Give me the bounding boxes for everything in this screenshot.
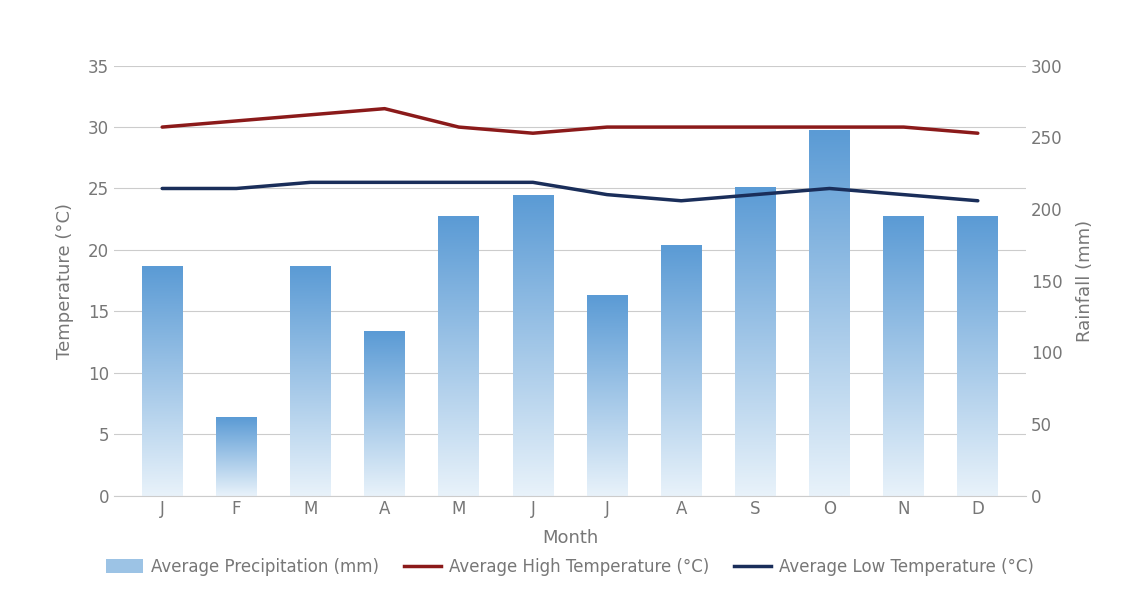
- Legend: Average Precipitation (mm), Average High Temperature (°C), Average Low Temperatu: Average Precipitation (mm), Average High…: [99, 552, 1041, 583]
- Y-axis label: Temperature (°C): Temperature (°C): [56, 202, 74, 359]
- Y-axis label: Rainfall (mm): Rainfall (mm): [1076, 220, 1094, 341]
- X-axis label: Month: Month: [542, 530, 598, 547]
